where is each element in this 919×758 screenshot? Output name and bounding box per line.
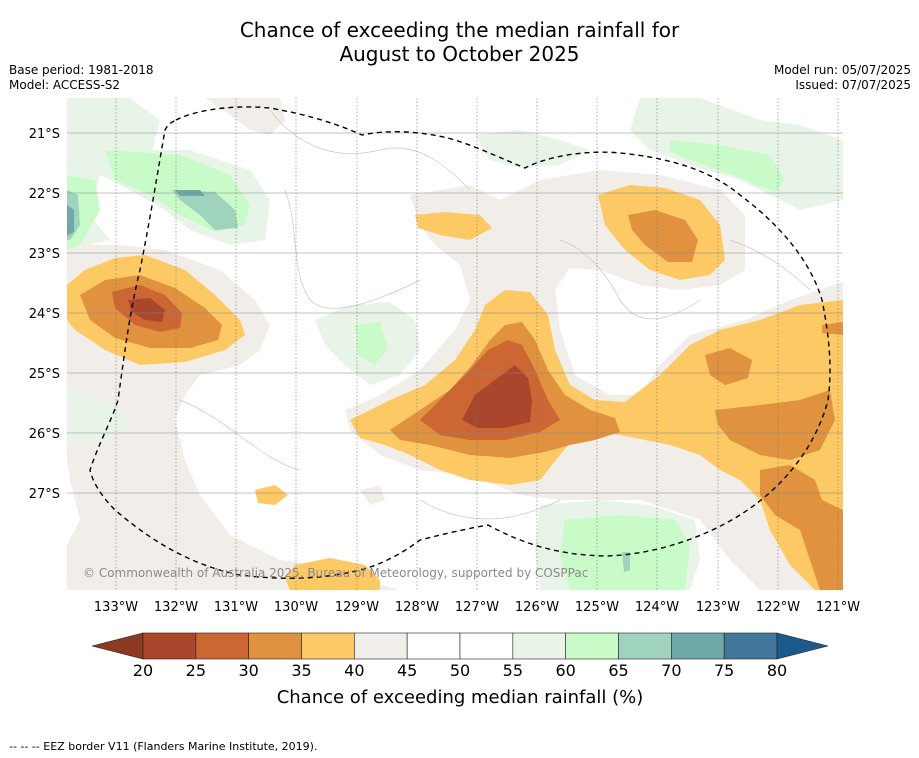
colorbar: 20 25 30 35 40 45 50 55 60 65 70 75 80 Chance of exc… — [91, 632, 829, 708]
colorbar-tick-label: 75 — [714, 661, 734, 680]
colorbar-tick-label: 45 — [397, 661, 417, 680]
colorbar-under-arrow — [91, 632, 144, 660]
colorbar-cell — [354, 632, 408, 660]
colorbar-tick-label: 50 — [450, 661, 470, 680]
colorbar-tick-label: 35 — [291, 661, 311, 680]
lon-label: 123°W — [696, 600, 740, 615]
map-plot-area: © Commonwealth of Australia 2025, Bureau… — [67, 98, 843, 590]
colorbar-cell — [671, 632, 725, 660]
colorbar-cell — [512, 632, 566, 660]
colorbar-label: Chance of exceeding median rainfall (%) — [277, 687, 644, 708]
model-text: Model: ACCESS-S2 — [9, 78, 121, 92]
grid-lines — [115, 98, 839, 590]
lon-label: 132°W — [154, 600, 198, 615]
lon-label: 121°W — [816, 600, 860, 615]
colorbar-tick-label: 70 — [661, 661, 681, 680]
colorbar-cell — [565, 632, 619, 660]
lon-label: 126°W — [515, 600, 559, 615]
colorbar-cell — [406, 632, 461, 660]
colorbar-tick-label: 20 — [133, 661, 153, 680]
colorbar-tick-label: 65 — [608, 661, 628, 680]
lon-label: 133°W — [94, 600, 138, 615]
colorbar-cell — [248, 632, 302, 660]
band-20-25 — [128, 298, 532, 428]
model-run-text: Model run: 05/07/2025 — [773, 63, 911, 77]
title-line-2: August to October 2025 — [339, 42, 580, 66]
lat-label: 23°S — [29, 247, 60, 262]
colorbar-tick-label: 25 — [186, 661, 206, 680]
eez-border — [89, 106, 831, 579]
colorbar-cell — [142, 632, 197, 660]
colorbar-cell — [459, 632, 514, 660]
lat-label: 25°S — [29, 367, 60, 382]
base-period-text: Base period: 1981-2018 — [9, 63, 154, 77]
contour-lines — [179, 109, 811, 520]
colorbar-cell — [618, 632, 672, 660]
lon-label: 127°W — [455, 600, 499, 615]
colorbar-tick-label: 40 — [344, 661, 364, 680]
model-info: Base period: 1981-2018 Model: ACCESS-S2 — [9, 63, 154, 93]
lon-label: 128°W — [395, 600, 439, 615]
lon-label: 130°W — [274, 600, 318, 615]
lon-label: 122°W — [756, 600, 800, 615]
rainfall-map: © Commonwealth of Australia 2025, Bureau… — [29, 98, 860, 708]
lat-label: 21°S — [29, 127, 60, 142]
colorbar-tick-label: 30 — [238, 661, 258, 680]
footer-note: -- -- -- EEZ border V11 (Flanders Marine… — [9, 740, 318, 753]
colorbar-cell — [301, 632, 355, 660]
latitude-labels: 21°S 22°S 23°S 24°S 25°S 26°S 27°S — [29, 127, 60, 502]
run-info: Model run: 05/07/2025 Issued: 07/07/2025 — [774, 63, 911, 93]
lat-grid-lines — [67, 132, 843, 494]
lat-label: 22°S — [29, 187, 60, 202]
lon-label: 124°W — [635, 600, 679, 615]
issued-text: Issued: 07/07/2025 — [795, 78, 911, 92]
colorbar-tick-label: 60 — [555, 661, 575, 680]
lat-label: 27°S — [29, 487, 60, 502]
copyright-text: © Commonwealth of Australia 2025, Bureau… — [83, 566, 588, 580]
longitude-labels: 133°W 132°W 131°W 130°W 129°W 128°W 127°… — [94, 600, 860, 615]
colorbar-cell — [723, 632, 778, 660]
colorbar-over-arrow — [776, 632, 829, 660]
colorbar-tick-label: 80 — [767, 661, 787, 680]
map-title: Chance of exceeding the median rainfall … — [0, 18, 919, 66]
colorbar-ticks: 20 25 30 35 40 45 50 55 60 65 70 75 80 — [133, 661, 787, 680]
colorbar-cell — [195, 632, 249, 660]
colorbar-tick-label: 55 — [503, 661, 523, 680]
lon-label: 131°W — [214, 600, 258, 615]
lat-label: 26°S — [29, 427, 60, 442]
title-line-1: Chance of exceeding the median rainfall … — [239, 18, 680, 42]
colorbar-cells — [142, 632, 778, 660]
lon-label: 125°W — [575, 600, 619, 615]
lat-label: 24°S — [29, 307, 60, 322]
lon-label: 129°W — [335, 600, 379, 615]
